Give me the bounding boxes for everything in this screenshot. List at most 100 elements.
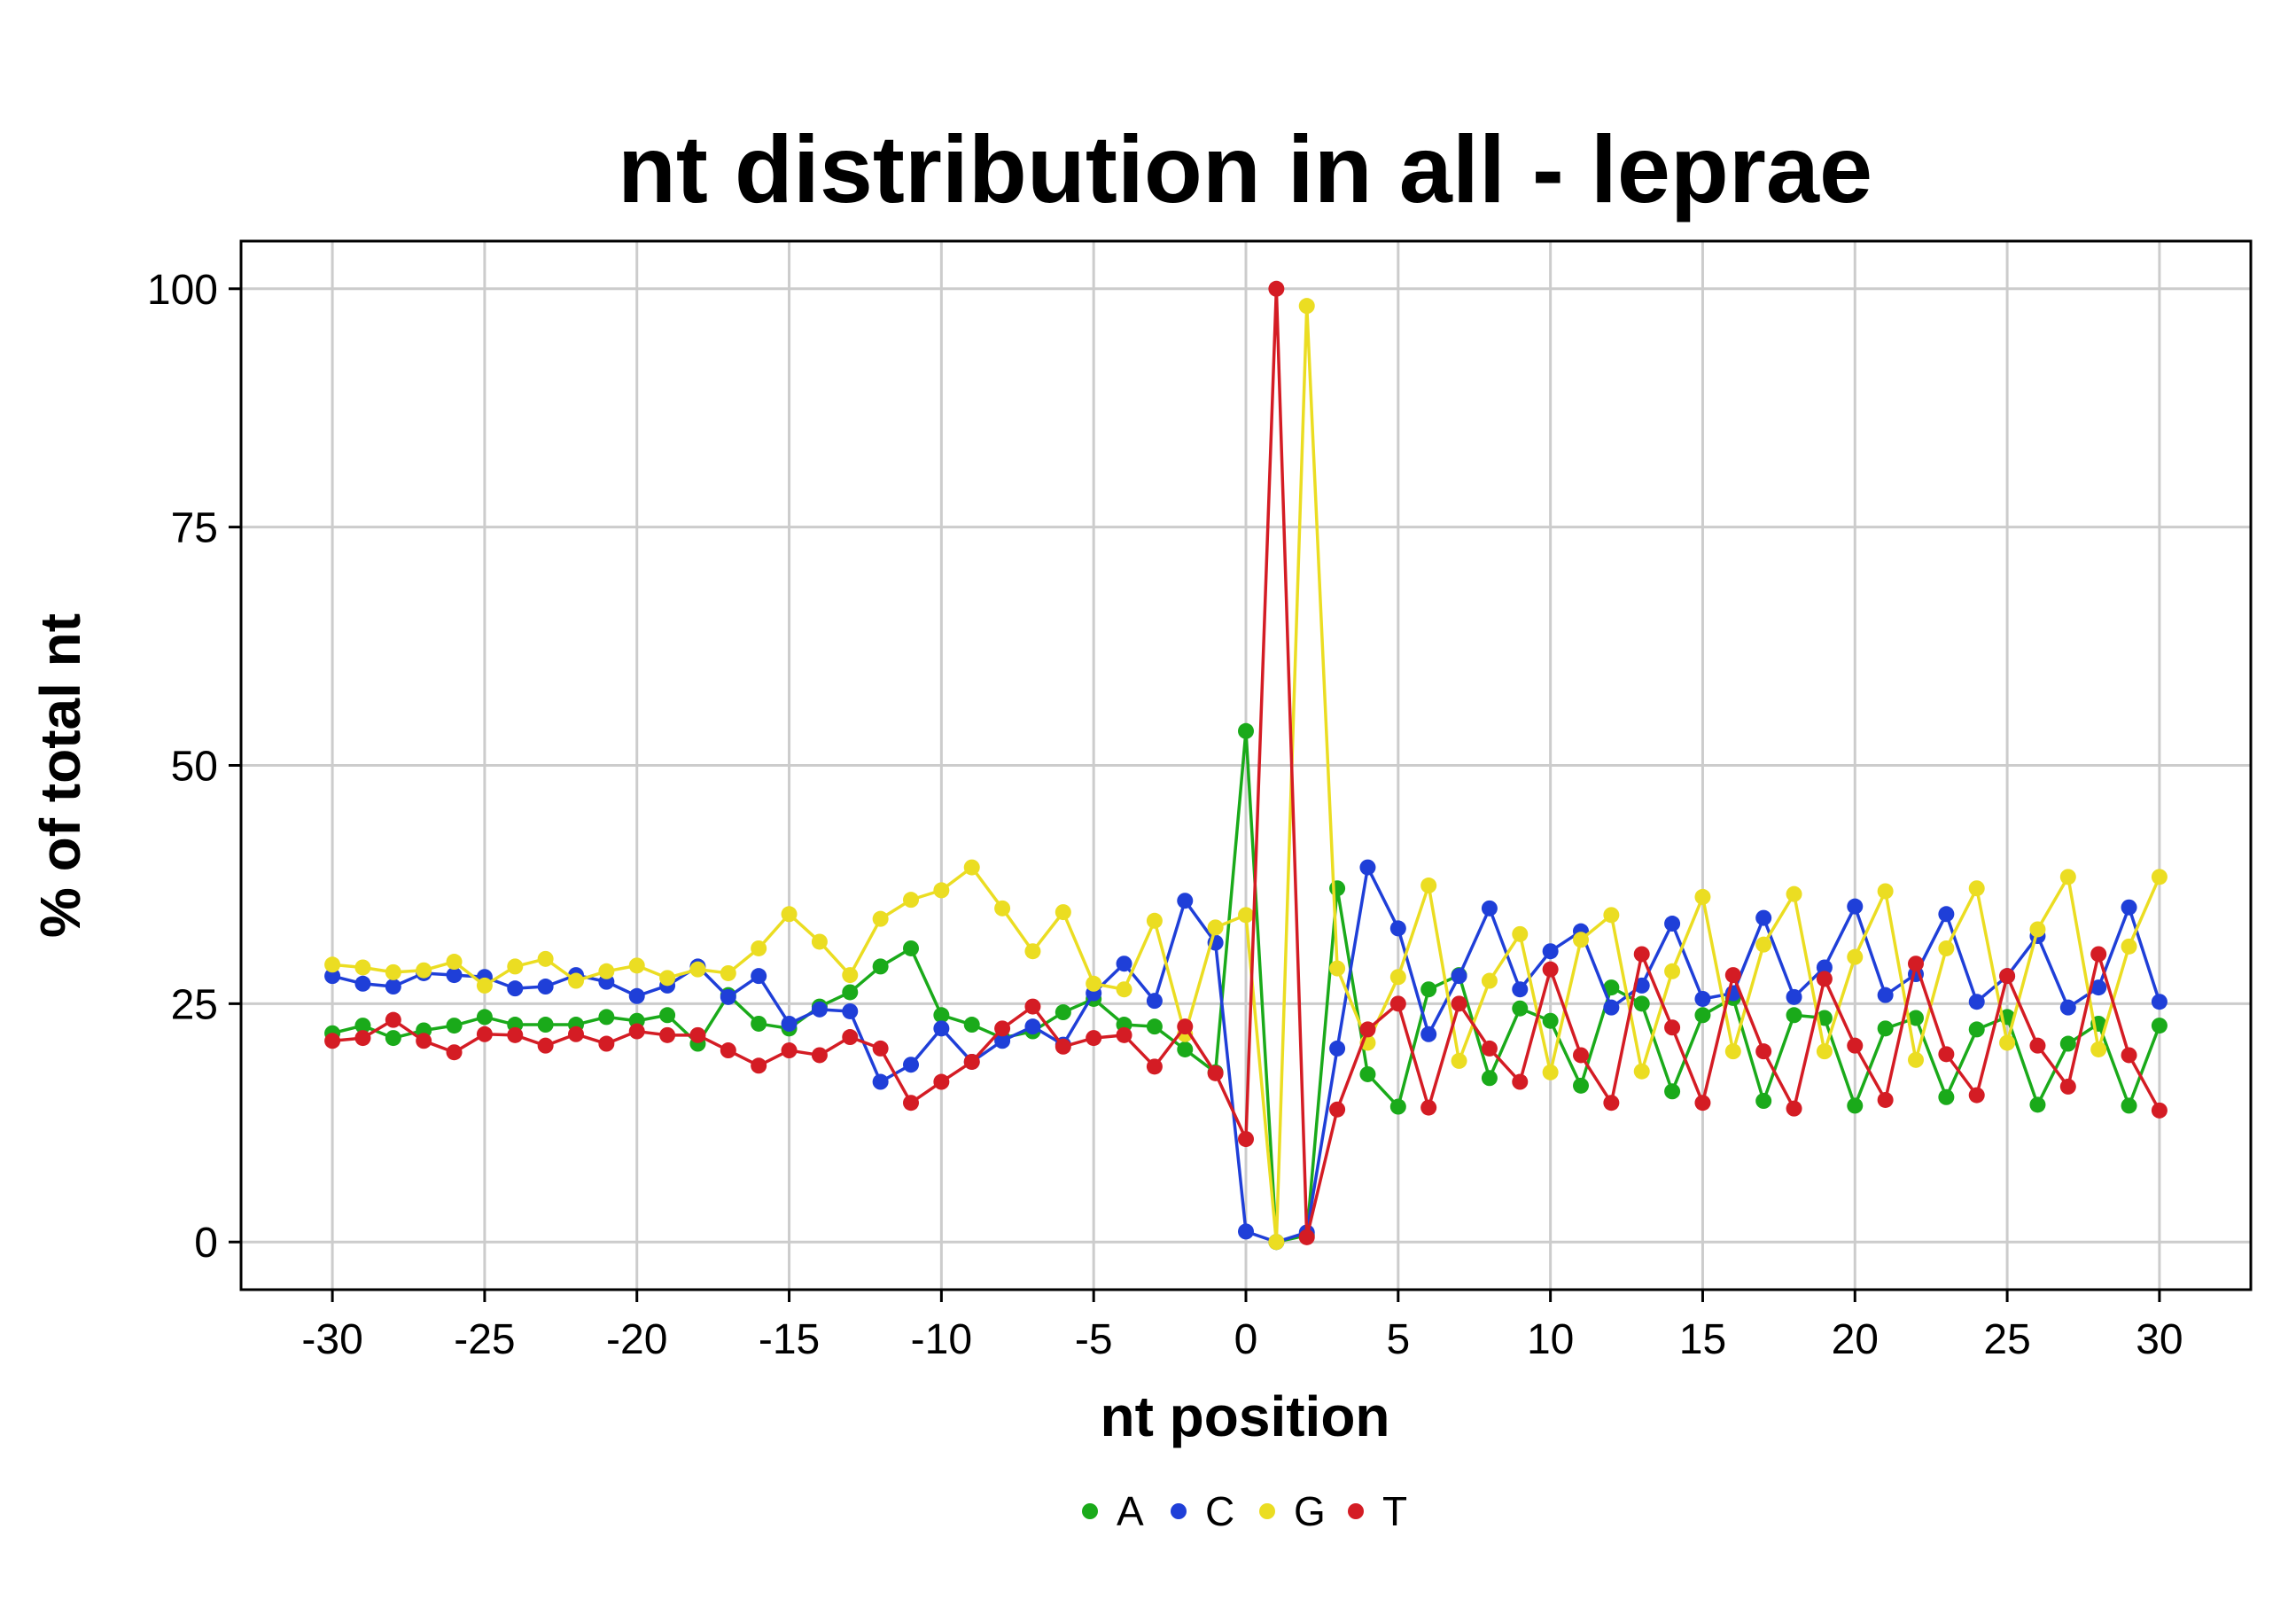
- data-point: [2059, 1035, 2076, 1052]
- data-point: [537, 950, 554, 967]
- data-point: [568, 1026, 584, 1042]
- legend-item-C: C: [1171, 1488, 1234, 1534]
- x-tick-label: 20: [1832, 1316, 1879, 1363]
- data-point: [1055, 904, 1071, 921]
- data-point: [1664, 1083, 1681, 1100]
- data-point: [2121, 1097, 2137, 1114]
- legend-label: T: [1382, 1488, 1407, 1534]
- data-point: [1664, 1019, 1681, 1036]
- data-point: [1755, 1093, 1772, 1110]
- x-tick-label: 25: [1983, 1316, 2030, 1363]
- x-tick-label: 30: [2136, 1316, 2183, 1363]
- data-point: [1451, 995, 1467, 1012]
- data-point: [1420, 981, 1437, 998]
- data-point: [1968, 1021, 1985, 1038]
- data-point: [1207, 1065, 1224, 1081]
- data-point: [2151, 1018, 2168, 1034]
- data-point: [1146, 1018, 1163, 1035]
- data-point: [1542, 1064, 1559, 1080]
- data-point: [1968, 1087, 1985, 1104]
- data-point: [1207, 919, 1224, 936]
- data-point: [1389, 969, 1406, 986]
- data-point: [537, 1017, 554, 1034]
- data-point: [1847, 948, 1864, 965]
- data-point: [842, 967, 859, 984]
- data-point: [994, 1020, 1011, 1037]
- data-point: [446, 954, 463, 971]
- series-layer: [324, 280, 2168, 1251]
- data-point: [598, 1035, 615, 1052]
- data-point: [1633, 995, 1650, 1012]
- data-point: [354, 959, 371, 976]
- data-point: [1755, 1043, 1772, 1060]
- data-point: [1847, 1097, 1864, 1114]
- y-axis-ticks: 0 25 50 75 100: [147, 267, 241, 1267]
- data-point: [598, 1009, 615, 1026]
- data-point: [385, 1030, 401, 1047]
- data-point: [1177, 1018, 1194, 1035]
- data-point: [1938, 1046, 1955, 1063]
- data-point: [1938, 940, 1955, 956]
- data-point: [781, 1015, 798, 1032]
- data-point: [385, 963, 401, 980]
- data-point: [1694, 888, 1711, 905]
- data-point: [1816, 1043, 1833, 1060]
- data-point: [811, 1001, 828, 1018]
- x-tick-label: -10: [911, 1316, 972, 1363]
- data-point: [1389, 1098, 1406, 1115]
- data-point: [628, 957, 645, 974]
- data-point: [872, 1040, 889, 1057]
- data-point: [1603, 1095, 1620, 1112]
- data-point: [1573, 1077, 1589, 1094]
- data-point: [1481, 972, 1498, 989]
- x-tick-label: 10: [1527, 1316, 1574, 1363]
- data-point: [1116, 956, 1132, 972]
- data-point: [1451, 968, 1467, 985]
- data-point: [1238, 1131, 1254, 1148]
- data-point: [1938, 1088, 1955, 1105]
- data-point: [1055, 1004, 1071, 1021]
- data-point: [1694, 1095, 1711, 1112]
- data-point: [1633, 946, 1650, 963]
- data-point: [1724, 967, 1741, 984]
- data-point: [385, 979, 401, 995]
- data-point: [2090, 946, 2107, 963]
- data-point: [1847, 898, 1864, 915]
- data-point: [933, 1073, 950, 1090]
- legend-swatch: [1082, 1503, 1098, 1519]
- chart-title: nt distribution in all - leprae: [618, 115, 1872, 222]
- data-point: [1877, 1091, 1894, 1108]
- data-point: [446, 1018, 463, 1034]
- data-point: [1177, 893, 1194, 909]
- x-tick-label: 5: [1386, 1316, 1410, 1363]
- data-point: [933, 1020, 950, 1037]
- data-point: [1786, 988, 1802, 1005]
- data-point: [1603, 907, 1620, 924]
- legend-swatch: [1171, 1503, 1187, 1519]
- data-point: [1694, 1007, 1711, 1024]
- legend-item-G: G: [1259, 1488, 1326, 1534]
- data-point: [2029, 1037, 2046, 1054]
- data-point: [628, 987, 645, 1004]
- data-point: [1329, 880, 1346, 897]
- data-point: [537, 1037, 554, 1054]
- y-tick-label: 100: [147, 267, 218, 314]
- data-point: [1481, 900, 1498, 916]
- data-point: [476, 1026, 493, 1042]
- data-point: [903, 1095, 919, 1112]
- data-point: [1389, 920, 1406, 937]
- data-point: [507, 980, 524, 997]
- data-point: [2029, 921, 2046, 938]
- y-tick-label: 0: [194, 1220, 218, 1267]
- grid: [241, 241, 2251, 1290]
- data-point: [416, 1033, 432, 1049]
- data-point: [963, 1053, 980, 1070]
- data-point: [507, 1026, 524, 1043]
- legend-swatch: [1348, 1503, 1364, 1519]
- legend-label: C: [1205, 1488, 1234, 1534]
- data-point: [1542, 943, 1559, 960]
- data-point: [689, 961, 706, 978]
- data-point: [1694, 990, 1711, 1007]
- data-point: [1512, 1073, 1529, 1090]
- data-point: [1359, 859, 1376, 876]
